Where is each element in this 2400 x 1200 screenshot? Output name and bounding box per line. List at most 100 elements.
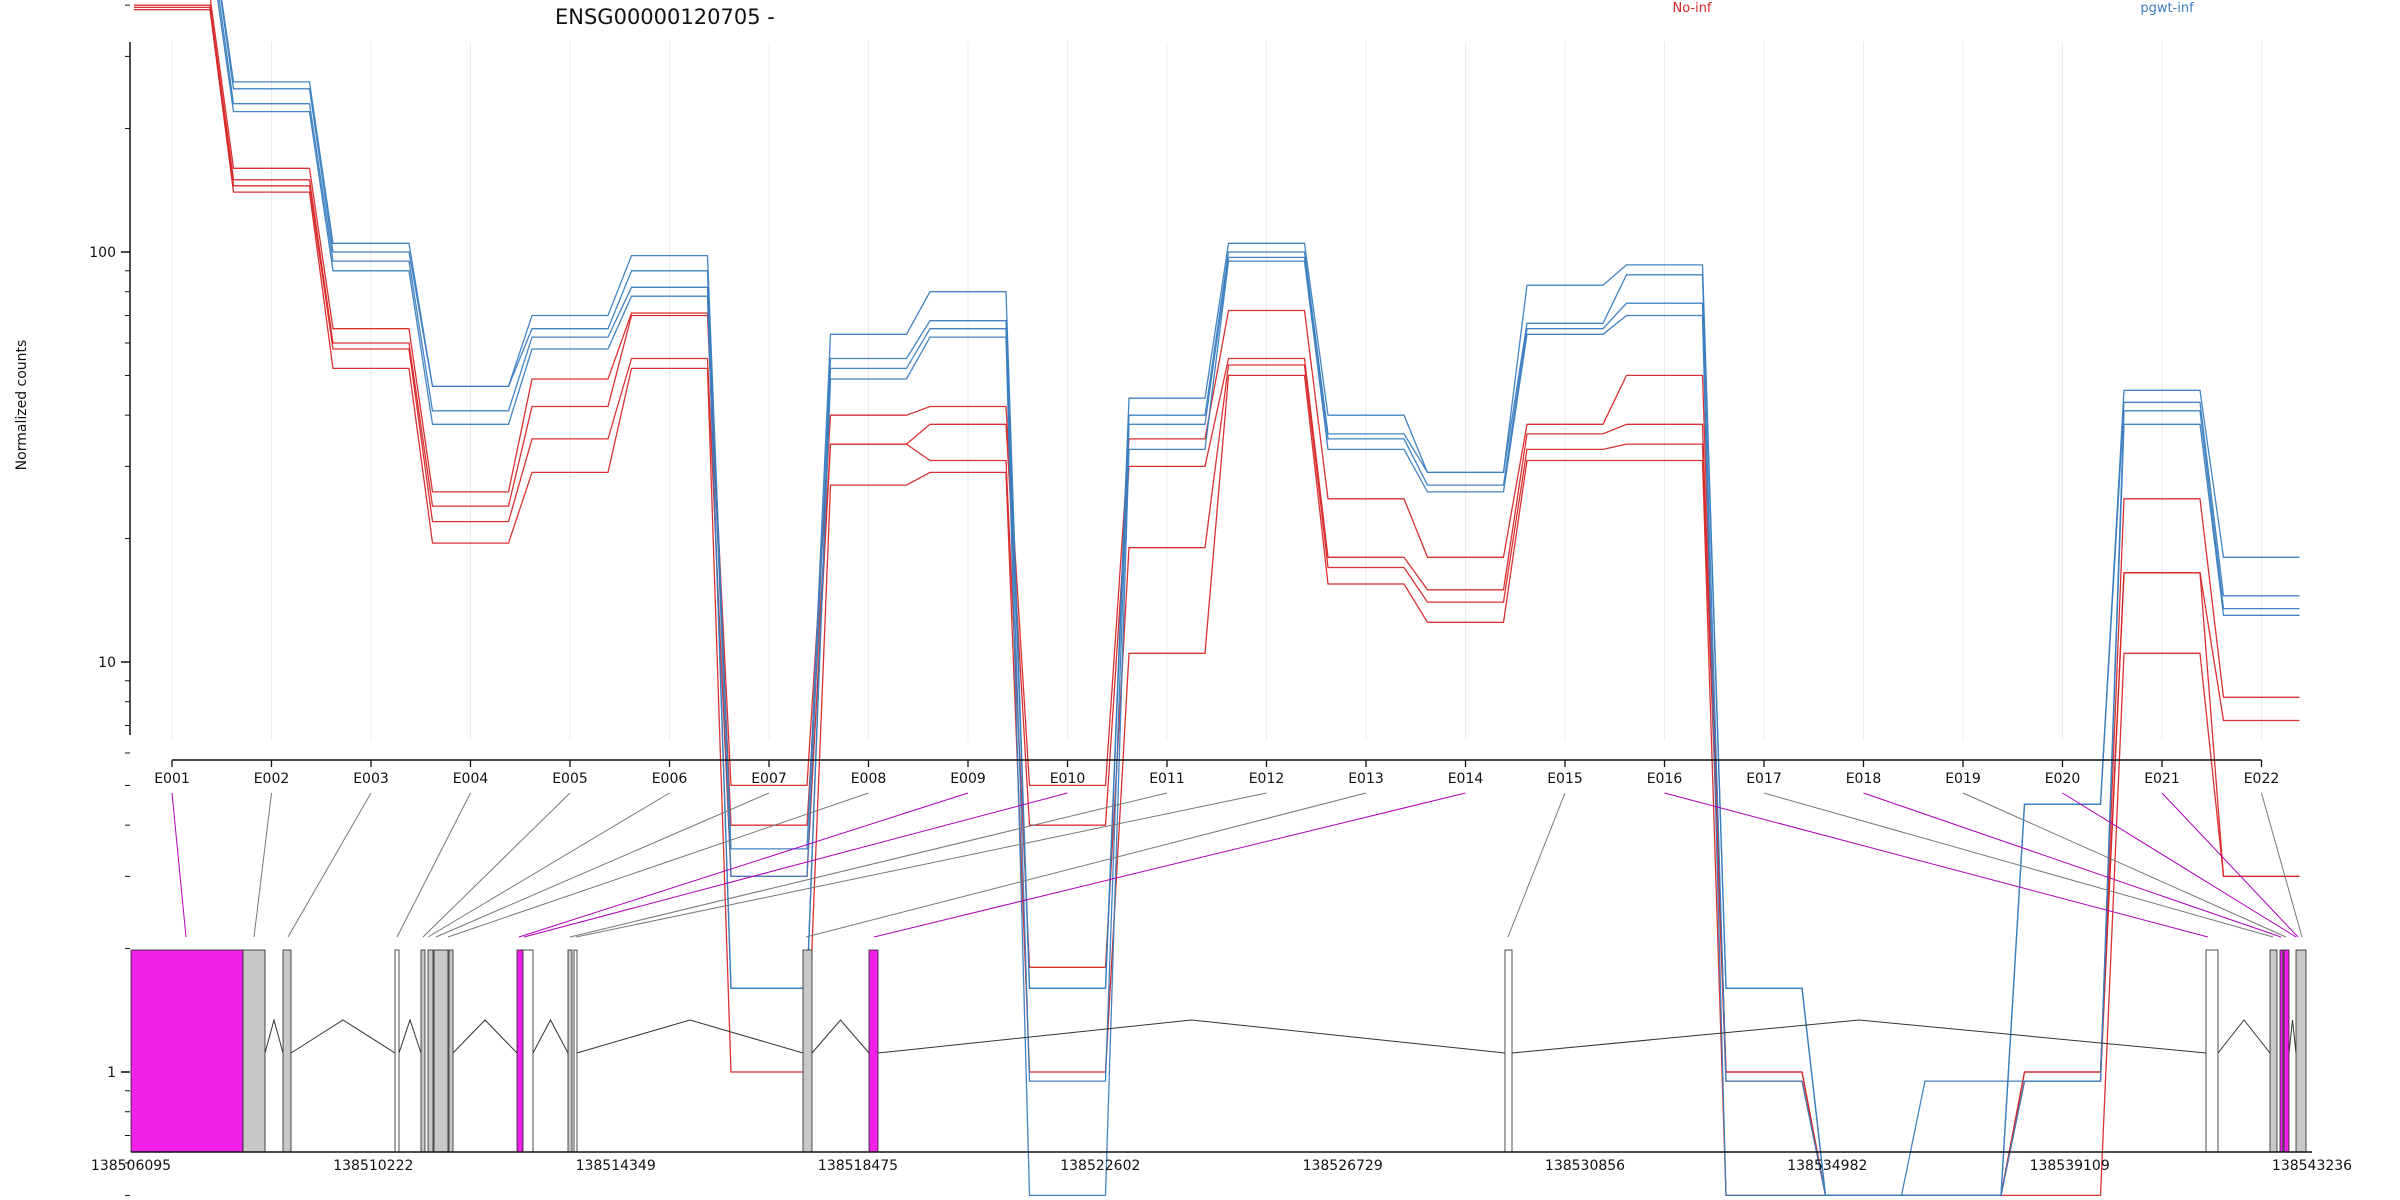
exon-connector: [396, 792, 471, 938]
exon-box: [802, 949, 813, 1153]
x-tick-label: E006: [652, 771, 688, 787]
exon-connector: [435, 792, 770, 938]
exon-box: [420, 949, 426, 1153]
x-tick-label: E012: [1249, 771, 1285, 787]
exon-box: [242, 949, 266, 1153]
vertical-gridlines: [171, 42, 2262, 740]
series-line-pgwt-inf: [217, 0, 2300, 1197]
x-tick-label: E018: [1846, 771, 1882, 787]
intron-line: [1511, 1019, 2207, 1054]
x-tick-label: E015: [1547, 771, 1583, 787]
x-tick-label: E009: [950, 771, 986, 787]
coordinate-tick-label: 138539109: [2030, 1158, 2110, 1174]
exon-box: [522, 949, 534, 1153]
exon-box: [2205, 949, 2219, 1153]
coordinate-tick-label: 138518475: [818, 1158, 898, 1174]
x-tick-label: E011: [1149, 771, 1185, 787]
intron-line: [877, 1019, 1506, 1054]
x-tick-label: E017: [1746, 771, 1782, 787]
exon-connector: [427, 792, 670, 938]
legend-label-pgwt-inf: pgwt-inf: [2140, 1, 2194, 16]
exon-connector: [575, 792, 1267, 938]
series-line-no-inf: [134, 4, 2300, 1197]
gene-model: [130, 949, 2312, 1153]
exon-connector: [1863, 792, 2282, 938]
exon-connector: [1763, 792, 2274, 938]
x-tick-label: E020: [2045, 771, 2081, 787]
exon-connectors: [171, 792, 2303, 938]
x-tick-label: E007: [751, 771, 787, 787]
coordinate-tick-label: 138530856: [1545, 1158, 1625, 1174]
y-tick-label: 1: [107, 1065, 116, 1081]
x-tick-label: E022: [2244, 771, 2280, 787]
exon-box: [2295, 949, 2307, 1153]
x-tick-label: E008: [851, 771, 887, 787]
coordinate-tick-label: 138526729: [1303, 1158, 1383, 1174]
intron-line: [264, 1018, 284, 1054]
x-tick-label: E002: [254, 771, 290, 787]
y-tick-label: 100: [89, 245, 116, 261]
x-tick-label: E004: [453, 771, 489, 787]
intron-line: [2217, 1019, 2271, 1054]
y-axis: 1 10 100: [89, 4, 131, 1196]
coordinate-tick-label: 138506095: [91, 1158, 171, 1174]
exon-connector: [171, 792, 187, 938]
exon-connector: [805, 792, 1367, 938]
exon-connector: [523, 792, 1068, 938]
exon-box: [516, 949, 524, 1153]
intron-line: [398, 1018, 422, 1054]
x-axis: E001 E002 E003 E004 E005 E006 E007 E008 E009 E010…: [154, 759, 2280, 787]
x-tick-label: E016: [1647, 771, 1683, 787]
exon-connector: [1962, 792, 2287, 938]
exon-box: [433, 949, 449, 1153]
x-tick-label: E010: [1050, 771, 1086, 787]
exon-connector: [1664, 792, 2209, 938]
exon-box: [567, 949, 573, 1153]
coordinate-axis: 138506095 138510222 138514349 138518475 1385…: [91, 1158, 2352, 1174]
chart-title: ENSG00000120705 -: [555, 5, 775, 29]
exon-connector: [422, 792, 571, 938]
exon-box: [573, 949, 578, 1153]
exon-box: [868, 949, 879, 1153]
x-tick-label: E005: [552, 771, 588, 787]
x-tick-label: E013: [1348, 771, 1384, 787]
exon-box: [2269, 949, 2278, 1153]
exon-box: [2283, 949, 2290, 1153]
x-tick-label: E001: [154, 771, 190, 787]
exon-connector: [2161, 792, 2299, 938]
x-tick-label: E003: [353, 771, 389, 787]
exon-connector: [2261, 792, 2303, 938]
exon-connector: [518, 792, 969, 938]
exon-box: [2279, 949, 2284, 1153]
series-line-pgwt-inf: [221, 0, 2300, 1197]
coordinate-tick-label: 138514349: [576, 1158, 656, 1174]
intron-line: [532, 1018, 569, 1054]
exon-box: [130, 949, 244, 1153]
series-line-pgwt-inf: [218, 0, 2300, 1197]
y-tick-label: 10: [98, 655, 116, 671]
exon-connector: [287, 792, 372, 938]
exon-connector: [569, 792, 1168, 938]
y-axis-label: Normalized counts: [14, 340, 30, 471]
exon-box: [448, 949, 454, 1153]
intron-line: [576, 1019, 804, 1054]
series-lines: [134, 0, 2300, 1197]
series-line-pgwt-inf: [220, 0, 2300, 1197]
exon-box: [282, 949, 292, 1153]
intron-line: [811, 1019, 870, 1054]
exon-connector: [253, 792, 272, 938]
exon-box: [427, 949, 434, 1153]
exon-connector: [873, 792, 1466, 938]
exon-connector: [447, 792, 869, 938]
exon-connector: [1507, 792, 1566, 938]
exon-box: [394, 949, 400, 1153]
coordinate-tick-label: 138510222: [333, 1158, 413, 1174]
x-tick-label: E019: [1945, 771, 1981, 787]
coordinate-tick-label: 138534982: [1787, 1158, 1867, 1174]
exon-box: [1504, 949, 1513, 1153]
intron-line: [290, 1019, 396, 1054]
series-line-no-inf: [134, 9, 2300, 1197]
coordinate-tick-label: 138543236: [2272, 1158, 2352, 1174]
series-line-no-inf: [134, 6, 2300, 1197]
